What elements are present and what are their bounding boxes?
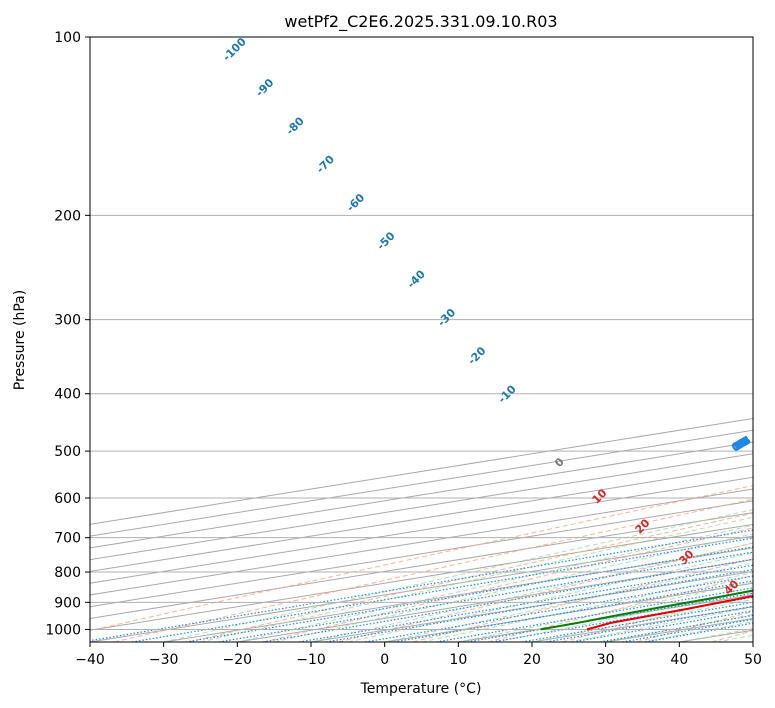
moist-adiabat-line: [310, 542, 753, 642]
y-tick-label: 1000: [45, 622, 81, 638]
isotherm-line: [90, 500, 753, 608]
isotherm-line: [90, 453, 753, 561]
isotherm-line: [90, 476, 753, 584]
moist-adiabat-line: [531, 598, 753, 642]
y-axis-label: Pressure (hPa): [12, 290, 28, 390]
moist-adiabat-line: [384, 562, 753, 642]
dry-adiabat-line: [90, 485, 753, 632]
dry-adiabat-line: [487, 575, 753, 642]
y-tick-label: 200: [54, 208, 81, 224]
isotherm-line: [752, 641, 753, 642]
x-axis-label: Temperature (°C): [360, 681, 482, 697]
x-tick-label: −20: [223, 652, 253, 668]
mixing-ratio-line: [325, 568, 753, 642]
isotherm-line: [90, 441, 753, 549]
x-tick-label: 0: [380, 652, 389, 668]
isotherm-line: [90, 512, 753, 619]
mixing-ratio-line: [365, 575, 753, 642]
moist-adiabat-line: [237, 524, 753, 642]
x-tick-label: 20: [523, 652, 541, 668]
y-tick-label: 400: [54, 387, 81, 403]
y-tick-label: 300: [54, 313, 81, 329]
x-axis-ticks: −40 −30 −20 −10 0 10 20 30 40 50: [75, 642, 762, 668]
isotherm-line: [90, 465, 753, 572]
moist-adiabat-line: [458, 581, 753, 642]
mixing-ratio-line: [572, 610, 753, 642]
x-tick-label: 50: [744, 652, 762, 668]
moist-adiabat-line: [200, 516, 753, 642]
x-tick-label: −30: [149, 652, 179, 668]
mixing-ratio-line: [599, 614, 753, 642]
isobar-grid: [90, 37, 753, 630]
x-tick-label: 10: [449, 652, 467, 668]
plot-frame: [89, 36, 754, 643]
mixing-ratio-line: [262, 558, 753, 642]
y-tick-label: 800: [54, 565, 81, 581]
x-tick-label: −40: [75, 652, 105, 668]
y-tick-label: 600: [54, 491, 81, 507]
dry-adiabat-line: [188, 512, 753, 642]
mixing-ratio-line: [299, 564, 753, 642]
x-tick-label: −10: [296, 652, 326, 668]
y-tick-label: 500: [54, 444, 81, 460]
chart-title: wetPf2_C2E6.2025.331.09.10.R03: [284, 12, 557, 32]
x-tick-label: 30: [597, 652, 615, 668]
y-tick-label: 100: [54, 30, 81, 46]
y-tick-label: 700: [54, 531, 81, 547]
moist-adiabat-line: [495, 590, 753, 642]
x-tick-label: 40: [670, 652, 688, 668]
background-lines: [90, 417, 753, 642]
line-labels: 0.10.20.40.611.52346810131620253036-100-…: [220, 35, 753, 598]
plot-background: [90, 37, 753, 642]
isotherm-line: [90, 488, 753, 596]
y-tick-label: 900: [54, 595, 81, 611]
mixing-ratio-line: [131, 537, 753, 642]
dry-adiabat-line: [562, 592, 753, 642]
dry-adiabat-line: [113, 498, 753, 642]
y-axis-ticks: 100 200 300 400 500 600 700 800 900 1000: [45, 30, 90, 638]
